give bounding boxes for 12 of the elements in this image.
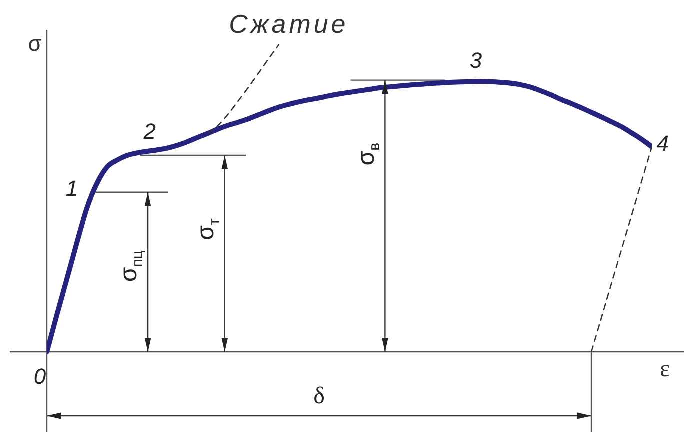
- annotation: 2: [142, 119, 156, 144]
- series-label: Сжатие: [229, 9, 349, 40]
- annotation: 1: [66, 176, 78, 202]
- y-axis-title: σ: [28, 31, 42, 56]
- ref-line-label: σт: [192, 218, 224, 240]
- text: δ: [314, 383, 325, 410]
- annotation: 3: [470, 48, 483, 74]
- ref-line-label: σпц: [116, 250, 147, 282]
- text: 0: [34, 364, 47, 390]
- annotation: 4: [656, 131, 670, 156]
- x-axis-title: ε: [660, 356, 670, 382]
- ref-line-label: σв: [352, 142, 384, 166]
